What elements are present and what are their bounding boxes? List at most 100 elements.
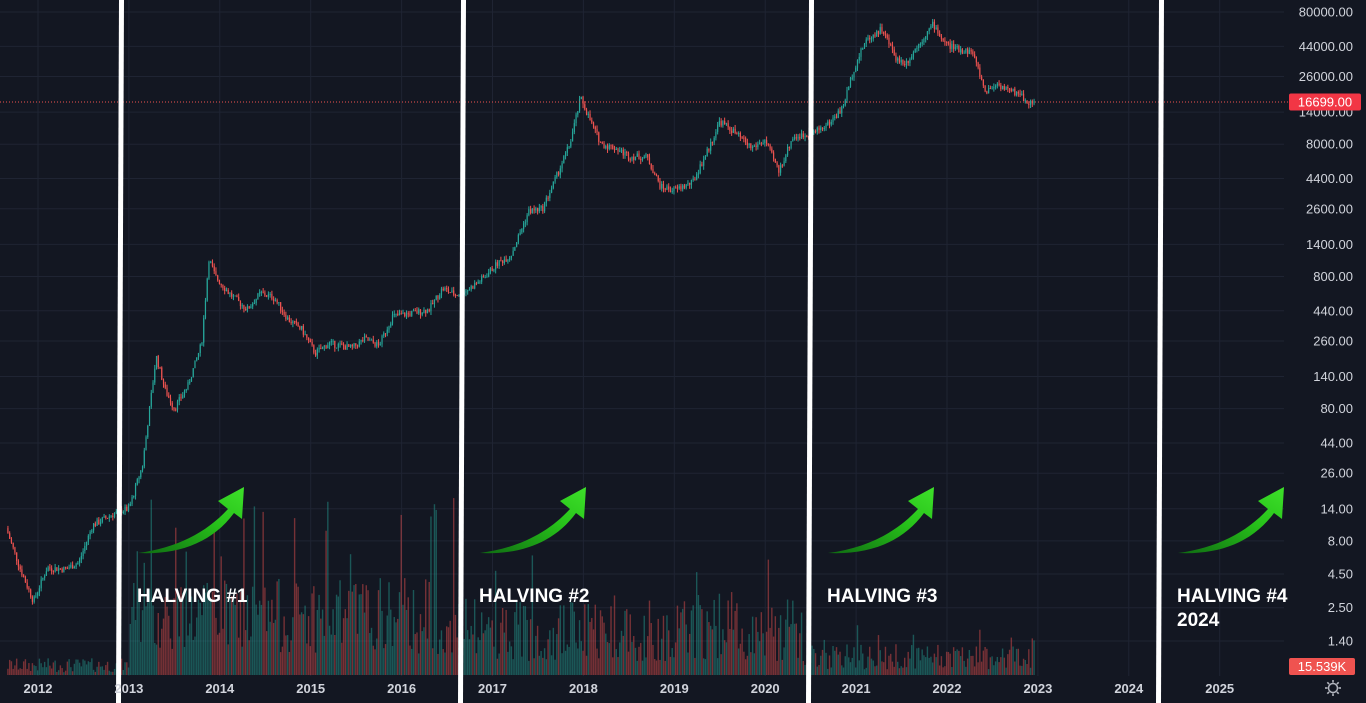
volume-bar	[222, 628, 224, 675]
volume-bar	[1014, 661, 1016, 675]
volume-bar	[54, 660, 56, 675]
candle-body	[486, 276, 488, 278]
volume-bar	[73, 663, 76, 675]
volume-bar	[314, 652, 317, 675]
candle-body	[328, 342, 331, 346]
price-axis[interactable]: 80000.0044000.0026000.0014000.008000.004…	[1299, 5, 1353, 649]
volume-bar	[795, 623, 798, 675]
volume-bar	[825, 652, 827, 675]
volume-bar	[300, 612, 303, 675]
volume-bar	[498, 653, 500, 675]
candle-body	[281, 310, 283, 312]
candle-body	[979, 67, 981, 77]
candle-body	[299, 326, 301, 329]
volume-bar	[987, 669, 990, 675]
volume-bar	[355, 583, 357, 675]
volume-bar	[28, 663, 30, 675]
candle-body	[426, 309, 429, 314]
candle-body	[496, 262, 498, 266]
candle-body	[73, 566, 75, 569]
candle-body	[412, 310, 415, 312]
volume-bar	[328, 625, 331, 675]
candle-body	[285, 314, 287, 320]
candle-body	[363, 336, 366, 342]
volume-bar	[627, 651, 630, 675]
volume-bar	[405, 609, 408, 675]
candle-body	[741, 137, 743, 139]
volume-bar	[802, 660, 805, 675]
volume-bar	[480, 612, 483, 675]
candle-body	[435, 295, 437, 300]
volume-bar	[105, 665, 107, 675]
x-tick-label: 2013	[114, 681, 143, 696]
candle-body	[215, 271, 217, 276]
candle-body	[594, 127, 596, 130]
candle-body	[370, 339, 373, 341]
candle-body	[113, 513, 116, 517]
volume-bar	[977, 662, 979, 675]
volume-bar	[619, 642, 621, 675]
volume-bar	[764, 655, 766, 675]
volume-bar	[24, 659, 27, 675]
candle-body	[814, 131, 817, 133]
volume-bar	[206, 582, 208, 675]
volume-bar	[606, 642, 609, 675]
time-axis[interactable]: 2012 2013 2014 2015 2016 2017 2018 2019 2020 2021…	[24, 681, 1235, 696]
candle-body	[638, 153, 640, 160]
volume-bar	[715, 625, 717, 675]
candle-body	[290, 321, 292, 324]
volume-bar	[554, 659, 556, 675]
candle-body	[432, 302, 434, 304]
candle-body	[800, 133, 803, 139]
candle-body	[849, 77, 852, 87]
candle-body	[400, 313, 402, 315]
volume-bar	[772, 636, 775, 675]
volume-bar	[257, 614, 259, 675]
volume-bar	[397, 618, 399, 675]
y-tick-label: 8000.00	[1306, 137, 1353, 152]
candle-body	[271, 294, 273, 300]
candle-body	[580, 96, 582, 100]
candle-body	[967, 48, 969, 54]
candle-body	[912, 52, 915, 57]
volume-bar	[816, 666, 818, 675]
volume-bar	[452, 498, 455, 675]
candle-body	[944, 40, 946, 42]
candle-body	[178, 397, 180, 402]
candle-body	[264, 292, 266, 296]
volume-bar	[57, 670, 60, 675]
volume-bar	[155, 644, 158, 675]
candle-body	[883, 31, 885, 35]
x-tick-label: 2018	[569, 681, 598, 696]
volume-bar	[1021, 665, 1023, 675]
candle-body	[706, 148, 708, 157]
candle-body	[236, 295, 238, 298]
volume-bar	[697, 594, 700, 675]
volume-bar	[143, 562, 145, 675]
volume-bar	[762, 633, 764, 675]
y-tick-label: 80000.00	[1299, 5, 1353, 20]
halving-line	[116, 0, 124, 703]
volume-bar	[12, 668, 14, 675]
volume-bar	[330, 634, 333, 675]
y-tick-label: 44000.00	[1299, 39, 1353, 54]
candle-body	[524, 222, 526, 224]
x-tick-label: 2019	[660, 681, 689, 696]
candle-body	[753, 145, 755, 147]
volume-bar	[739, 643, 742, 675]
candle-body	[66, 568, 68, 570]
candle-body	[82, 551, 84, 557]
candle-body	[671, 191, 673, 193]
candle-body	[70, 564, 72, 568]
volume-bar	[893, 666, 895, 675]
x-tick-label: 2020	[751, 681, 780, 696]
candle-body	[292, 321, 294, 324]
volume-bar	[40, 663, 42, 675]
candle-body	[419, 309, 422, 315]
candle-body	[488, 272, 490, 277]
settings-gear-icon[interactable]	[1325, 680, 1341, 696]
volume-bar	[608, 643, 610, 675]
candle-body	[507, 259, 509, 262]
candle-body	[442, 288, 444, 291]
